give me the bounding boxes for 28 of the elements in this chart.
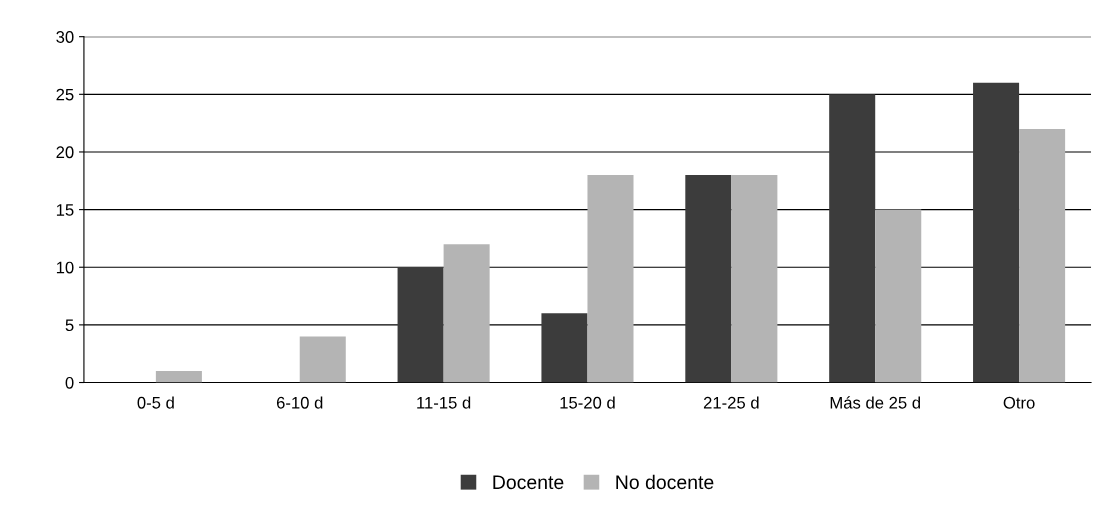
bar [541, 313, 588, 383]
y-tick-label: 20 [56, 146, 74, 159]
y-tick-label: 25 [56, 88, 74, 101]
x-tick-label: 0-5 d [137, 396, 174, 409]
x-tick-label: 21-25 d [703, 396, 759, 409]
y-tick-label: 5 [65, 319, 74, 332]
x-tick-label: 11-15 d [417, 396, 471, 409]
y-tick-label: 10 [56, 261, 74, 274]
bar [397, 267, 444, 383]
bar [973, 82, 1020, 383]
y-tick-label: 15 [56, 204, 74, 216]
legend-label: Docente [493, 475, 564, 490]
bar [587, 175, 634, 383]
x-tick-label: Más de 25 d [830, 396, 921, 409]
bar [875, 209, 922, 383]
bar [299, 336, 346, 383]
x-tick-label: 15-20 d [560, 396, 615, 409]
y-tick-label: 0 [65, 376, 74, 389]
bar [731, 175, 778, 383]
bar [443, 244, 490, 383]
bar [1019, 128, 1066, 383]
x-tick-label: 6-10 d [276, 396, 323, 409]
legend-label: No docente [616, 474, 714, 490]
bar [155, 370, 202, 383]
x-tick-label: Otro [1003, 396, 1035, 409]
bar [829, 94, 876, 383]
y-tick-label: 30 [56, 31, 74, 43]
bar [685, 175, 732, 383]
